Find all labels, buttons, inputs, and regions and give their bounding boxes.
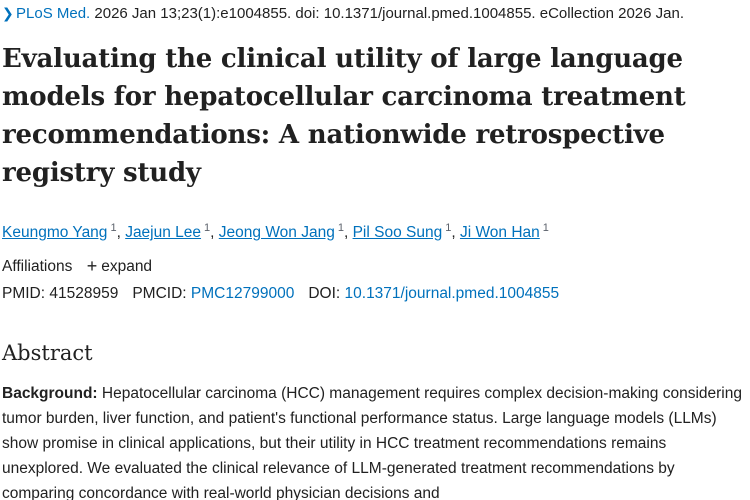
journal-link[interactable]: PLoS Med. [16,5,91,22]
affiliations-row: Affiliations + expand [2,255,152,278]
pmcid-link[interactable]: PMC12799000 [190,285,295,302]
doi-link[interactable]: 10.1371/journal.pmed.1004855 [344,285,560,302]
author-separator: , [451,224,460,241]
author-affiliation-ref[interactable]: 1 [337,222,344,234]
citation-line: ❯ PLoS Med. 2026 Jan 13;23(1):e1004855. d… [2,3,684,24]
author-affiliation-ref[interactable]: 1 [204,222,211,234]
affiliations-label: Affiliations [2,258,73,275]
identifiers-row: PMID: 41528959 PMCID: PMC12799000 DOI: 10.… [2,283,559,305]
author-list: Keungmo Yang 1, Jaejun Lee 1, Jeong Won Ja… [2,217,549,244]
author-affiliation-ref[interactable]: 1 [110,222,117,234]
author-link[interactable]: Ji Won Han [459,224,540,241]
abstract-background: Background: Hepatocellular carcinoma (HC… [2,381,748,500]
plus-icon: + [86,256,98,276]
author-separator: , [343,224,353,241]
pmid-label: PMID: [2,285,46,302]
pmcid-label: PMCID: [132,285,187,302]
author-separator: , [116,224,126,241]
doi-label: DOI: [308,285,341,302]
author-link[interactable]: Pil Soo Sung [352,224,443,241]
chevron-right-icon[interactable]: ❯ [2,5,14,21]
author-affiliation-ref[interactable]: 1 [542,222,549,234]
expand-label: expand [101,258,153,275]
expand-affiliations-button[interactable]: + expand [86,256,153,276]
background-label: Background: [2,385,98,402]
author-link[interactable]: Jaejun Lee [125,224,202,241]
background-text: Hepatocellular carcinoma (HCC) managemen… [2,385,742,500]
author-separator: , [210,224,219,241]
author-link[interactable]: Keungmo Yang [2,224,108,241]
article-title: Evaluating the clinical utility of large… [2,44,686,188]
author-affiliation-ref[interactable]: 1 [445,222,452,234]
pmid-value: 41528959 [49,285,119,302]
abstract-heading: Abstract [2,341,93,365]
author-link[interactable]: Jeong Won Jang [218,224,335,241]
citation-details: 2026 Jan 13;23(1):e1004855. doi: 10.1371… [90,5,685,22]
